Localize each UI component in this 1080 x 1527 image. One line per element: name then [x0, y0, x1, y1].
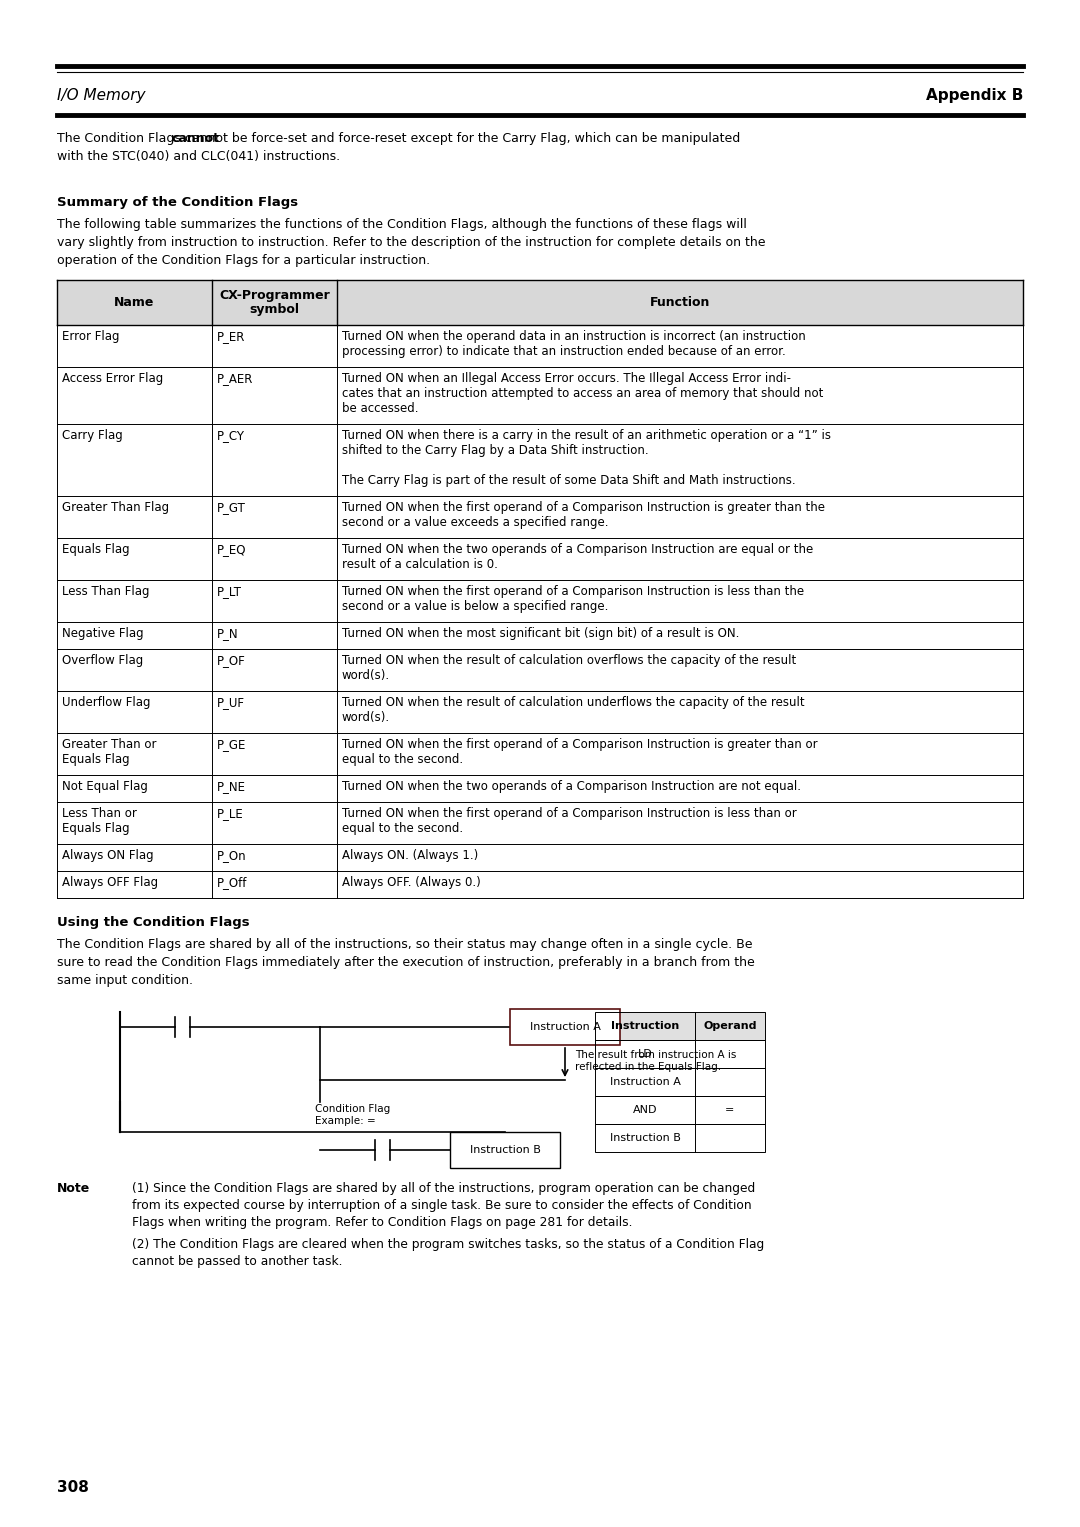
- Text: P_CY: P_CY: [217, 429, 245, 441]
- Text: P_GT: P_GT: [217, 501, 246, 515]
- Text: Greater Than Flag: Greater Than Flag: [62, 501, 170, 515]
- Text: Turned ON when the two operands of a Comparison Instruction are equal or the
res: Turned ON when the two operands of a Com…: [342, 544, 813, 571]
- Text: Name: Name: [114, 296, 154, 308]
- Bar: [510, 1009, 620, 1044]
- Text: P_GE: P_GE: [217, 738, 246, 751]
- Text: Carry Flag: Carry Flag: [62, 429, 123, 441]
- Bar: [595, 1040, 765, 1067]
- Bar: [595, 1012, 765, 1040]
- Text: Access Error Flag: Access Error Flag: [62, 373, 163, 385]
- Text: P_ER: P_ER: [217, 330, 245, 344]
- Text: P_UF: P_UF: [217, 696, 245, 709]
- Text: P_NE: P_NE: [217, 780, 246, 793]
- Text: Operand: Operand: [703, 1022, 757, 1031]
- Text: P_OF: P_OF: [217, 654, 246, 667]
- Bar: [595, 1096, 765, 1124]
- Text: Turned ON when the first operand of a Comparison Instruction is greater than or
: Turned ON when the first operand of a Co…: [342, 738, 818, 767]
- Text: The following table summarizes the functions of the Condition Flags, although th: The following table summarizes the funct…: [57, 218, 747, 231]
- Text: Equals Flag: Equals Flag: [62, 544, 130, 556]
- Bar: [57, 279, 1023, 325]
- Text: Using the Condition Flags: Using the Condition Flags: [57, 916, 249, 928]
- Text: Appendix B: Appendix B: [926, 89, 1023, 102]
- Text: LD: LD: [637, 1049, 652, 1060]
- Text: The result from instruction A is
reflected in the Equals Flag.: The result from instruction A is reflect…: [575, 1051, 737, 1072]
- Text: Instruction B: Instruction B: [609, 1133, 680, 1144]
- Text: Instruction A: Instruction A: [609, 1077, 680, 1087]
- Text: Instruction B: Instruction B: [470, 1145, 540, 1154]
- Text: Always OFF Flag: Always OFF Flag: [62, 876, 158, 889]
- Text: Summary of the Condition Flags: Summary of the Condition Flags: [57, 195, 298, 209]
- Text: P_AER: P_AER: [217, 373, 254, 385]
- Text: Turned ON when there is a carry in the result of an arithmetic operation or a “1: Turned ON when there is a carry in the r…: [342, 429, 831, 487]
- Text: from its expected course by interruption of a single task. Be sure to consider t: from its expected course by interruption…: [132, 1199, 752, 1212]
- Text: Function: Function: [650, 296, 711, 308]
- Text: Note: Note: [57, 1182, 91, 1196]
- Text: Error Flag: Error Flag: [62, 330, 120, 344]
- Bar: [595, 1012, 765, 1040]
- Text: =: =: [726, 1106, 734, 1115]
- Text: Turned ON when the two operands of a Comparison Instruction are not equal.: Turned ON when the two operands of a Com…: [342, 780, 801, 793]
- Text: Turned ON when the most significant bit (sign bit) of a result is ON.: Turned ON when the most significant bit …: [342, 628, 740, 640]
- Text: P_Off: P_Off: [217, 876, 247, 889]
- Text: (1) Since the Condition Flags are shared by all of the instructions, program ope: (1) Since the Condition Flags are shared…: [132, 1182, 755, 1196]
- Text: Condition Flag
Example: =: Condition Flag Example: =: [315, 1104, 390, 1125]
- Text: Greater Than or
Equals Flag: Greater Than or Equals Flag: [62, 738, 157, 767]
- Text: Turned ON when the first operand of a Comparison Instruction is less than the
se: Turned ON when the first operand of a Co…: [342, 585, 805, 612]
- Text: Always ON. (Always 1.): Always ON. (Always 1.): [342, 849, 478, 863]
- Text: (2) The Condition Flags are cleared when the program switches tasks, so the stat: (2) The Condition Flags are cleared when…: [132, 1238, 765, 1251]
- Text: AND: AND: [633, 1106, 658, 1115]
- Text: CX-Programmer
symbol: CX-Programmer symbol: [219, 289, 329, 316]
- Text: Turned ON when an Illegal Access Error occurs. The Illegal Access Error indi-
ca: Turned ON when an Illegal Access Error o…: [342, 373, 823, 415]
- Text: P_EQ: P_EQ: [217, 544, 246, 556]
- Text: Overflow Flag: Overflow Flag: [62, 654, 144, 667]
- Text: vary slightly from instruction to instruction. Refer to the description of the i: vary slightly from instruction to instru…: [57, 237, 766, 249]
- Text: 308: 308: [57, 1480, 89, 1495]
- Text: operation of the Condition Flags for a particular instruction.: operation of the Condition Flags for a p…: [57, 253, 430, 267]
- Text: Less Than Flag: Less Than Flag: [62, 585, 149, 599]
- Text: Flags when writing the program. Refer to Condition Flags on page 281 for details: Flags when writing the program. Refer to…: [132, 1215, 633, 1229]
- Text: P_On: P_On: [217, 849, 246, 863]
- Text: P_LE: P_LE: [217, 806, 244, 820]
- Text: Always OFF. (Always 0.): Always OFF. (Always 0.): [342, 876, 481, 889]
- Bar: [450, 1132, 561, 1168]
- Text: same input condition.: same input condition.: [57, 974, 193, 986]
- Text: The Condition Flags cannot be force-set and force-reset except for the Carry Fla: The Condition Flags cannot be force-set …: [57, 131, 740, 145]
- Text: P_N: P_N: [217, 628, 239, 640]
- Text: Underflow Flag: Underflow Flag: [62, 696, 150, 709]
- Text: Negative Flag: Negative Flag: [62, 628, 144, 640]
- Text: Always ON Flag: Always ON Flag: [62, 849, 153, 863]
- Text: The Condition Flags are shared by all of the instructions, so their status may c: The Condition Flags are shared by all of…: [57, 938, 753, 951]
- Text: cannot be passed to another task.: cannot be passed to another task.: [132, 1255, 342, 1267]
- Text: Not Equal Flag: Not Equal Flag: [62, 780, 148, 793]
- Text: Turned ON when the operand data in an instruction is incorrect (an instruction
p: Turned ON when the operand data in an in…: [342, 330, 806, 357]
- Text: Instruction A: Instruction A: [529, 1022, 600, 1032]
- Text: Instruction: Instruction: [611, 1022, 679, 1031]
- Text: Turned ON when the result of calculation underflows the capacity of the result
w: Turned ON when the result of calculation…: [342, 696, 805, 724]
- Text: P_LT: P_LT: [217, 585, 242, 599]
- Text: cannot: cannot: [172, 131, 219, 145]
- Text: Less Than or
Equals Flag: Less Than or Equals Flag: [62, 806, 137, 835]
- Bar: [595, 1067, 765, 1096]
- Text: I/O Memory: I/O Memory: [57, 89, 146, 102]
- Text: Turned ON when the first operand of a Comparison Instruction is less than or
equ: Turned ON when the first operand of a Co…: [342, 806, 797, 835]
- Text: Turned ON when the first operand of a Comparison Instruction is greater than the: Turned ON when the first operand of a Co…: [342, 501, 825, 528]
- Text: sure to read the Condition Flags immediately after the execution of instruction,: sure to read the Condition Flags immedia…: [57, 956, 755, 970]
- Bar: [595, 1124, 765, 1151]
- Text: Turned ON when the result of calculation overflows the capacity of the result
wo: Turned ON when the result of calculation…: [342, 654, 796, 683]
- Text: with the STC(040) and CLC(041) instructions.: with the STC(040) and CLC(041) instructi…: [57, 150, 340, 163]
